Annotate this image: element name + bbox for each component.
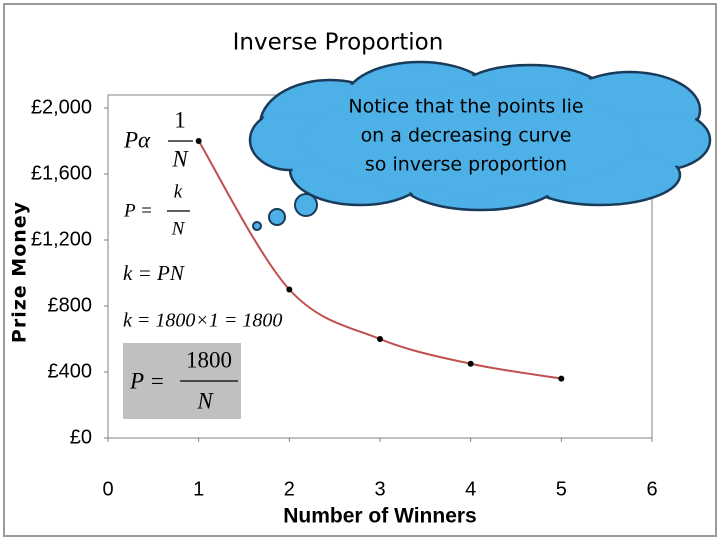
formula-text: 1 <box>174 107 186 132</box>
y-tick-label: £400 <box>48 360 93 382</box>
y-axis-label: Prize Money <box>9 201 31 343</box>
formula-text: N <box>171 146 189 171</box>
series-line <box>197 140 562 380</box>
formula-text: k = PN <box>123 261 185 285</box>
callout-text: Notice that the points lie <box>348 96 583 118</box>
data-point <box>286 286 293 293</box>
thought-bubble <box>248 60 712 231</box>
cloud-fill <box>302 87 638 193</box>
data-point <box>467 360 474 367</box>
x-tick-label: 5 <box>556 478 567 500</box>
callout-text: on a decreasing curve <box>361 125 572 147</box>
formula-text: 1800 <box>186 347 232 372</box>
x-tick-label: 3 <box>374 478 385 500</box>
bubble-dot <box>294 193 318 217</box>
data-point <box>377 336 383 342</box>
y-tick-label: £0 <box>70 426 92 448</box>
formula-text: k = 1800×1 = 1800 <box>123 310 282 332</box>
formulas: Pα 1 N P = k N k = PN k = 1800×1 = 1800 … <box>123 107 282 419</box>
x-tick-label: 6 <box>646 478 657 500</box>
y-tick-label: £800 <box>48 294 93 316</box>
formula-text: Pα <box>123 127 151 152</box>
formula-text: P = <box>123 200 153 221</box>
x-tick-label: 4 <box>465 478 476 500</box>
formula-text: k <box>174 181 183 202</box>
data-point <box>558 375 565 382</box>
formula-text: P = <box>129 368 165 393</box>
x-tick-label: 2 <box>284 478 295 500</box>
data-point <box>195 138 202 144</box>
formula-text: N <box>196 388 214 413</box>
x-tick-label: 1 <box>193 478 204 500</box>
callout-text: so inverse proportion <box>365 154 567 176</box>
x-axis-label: Number of Winners <box>283 505 477 528</box>
y-tick-label: £2,000 <box>31 96 92 118</box>
x-tick-label: 0 <box>102 478 113 500</box>
chart-title: Inverse Proportion <box>233 30 444 56</box>
y-tick-label: £1,600 <box>31 162 92 184</box>
bubble-dot <box>268 208 286 226</box>
bubble-dot <box>252 221 262 231</box>
y-tick-label: £1,200 <box>31 228 92 250</box>
formula-text: N <box>171 218 186 239</box>
